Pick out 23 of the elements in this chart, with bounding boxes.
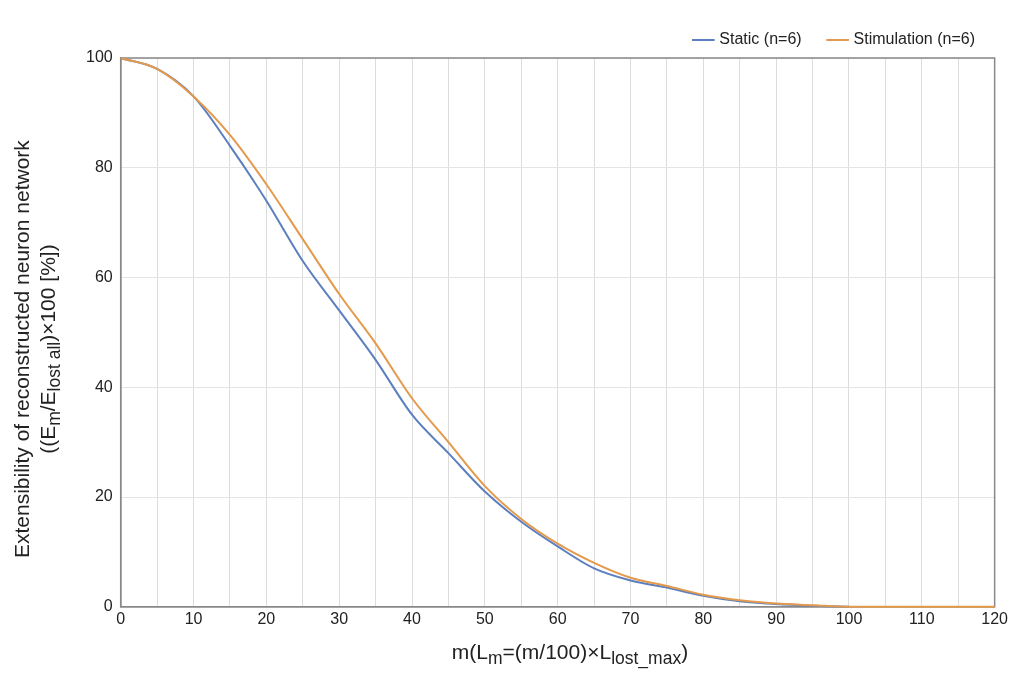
x-tick-label: 80 xyxy=(694,609,713,627)
y-tick-label: 100 xyxy=(85,48,113,66)
x-tick-label: 10 xyxy=(184,609,203,627)
x-tick-label: 100 xyxy=(835,609,863,627)
x-tick-label: 0 xyxy=(116,609,126,627)
y-tick-label: 40 xyxy=(94,377,113,395)
x-tick-label: 110 xyxy=(909,609,935,627)
x-tick-label: 70 xyxy=(621,609,640,627)
line-series xyxy=(119,57,996,608)
x-tick-label: 30 xyxy=(330,609,349,627)
x-tick-label: 40 xyxy=(403,609,422,627)
y-tick-label: 60 xyxy=(94,267,113,285)
legend-label: Static (n=6) xyxy=(719,30,802,48)
y-tick-label: 0 xyxy=(103,597,113,615)
y-tick-label: 20 xyxy=(94,487,113,505)
legend-label: Stimulation (n=6) xyxy=(853,30,975,48)
x-axis-title: m(L$_{m}$=(m/100)×L$_{lost_max}$) xyxy=(450,640,690,670)
x-tick-label: 60 xyxy=(548,609,567,627)
y-tick-label: 80 xyxy=(94,158,113,176)
x-tick-label: 120 xyxy=(981,609,1009,627)
x-tick-label: 50 xyxy=(475,609,494,627)
x-tick-label: 90 xyxy=(767,609,786,627)
x-tick-label: 20 xyxy=(257,609,276,627)
